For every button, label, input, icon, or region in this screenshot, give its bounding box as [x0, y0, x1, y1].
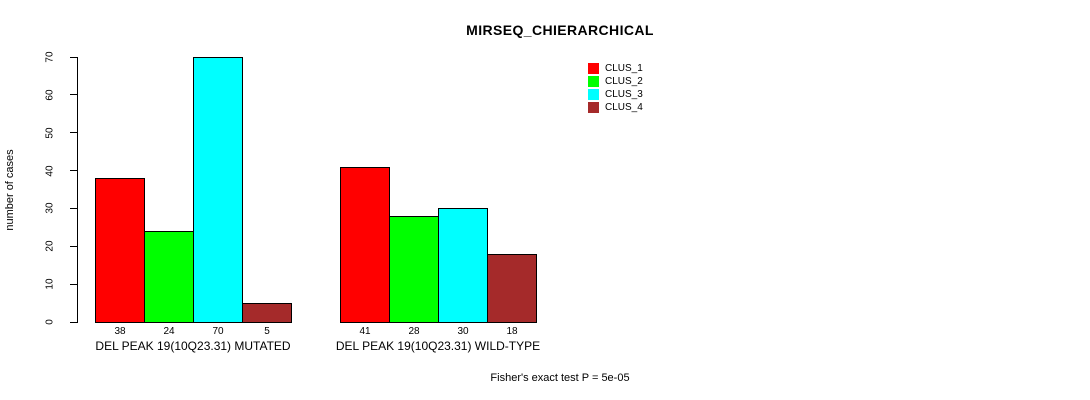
bar-value-label: 30 — [457, 326, 469, 337]
bar-value-label: 28 — [408, 326, 420, 337]
y-tick-label: 10 — [44, 278, 56, 290]
legend-label: CLUS_3 — [605, 89, 643, 100]
y-tick-label: 20 — [44, 240, 56, 252]
y-axis-line — [77, 57, 78, 323]
y-tick-label: 70 — [44, 51, 56, 63]
y-tick-label: 60 — [44, 89, 56, 101]
y-tick-label: 40 — [44, 165, 56, 177]
legend-color-swatch — [588, 76, 599, 87]
bar-value-label: 24 — [163, 326, 175, 337]
bar-value-label: 38 — [114, 326, 126, 337]
y-tick — [70, 94, 77, 96]
y-tick — [70, 245, 77, 247]
y-tick — [70, 207, 77, 209]
x-group-label: DEL PEAK 19(10Q23.31) MUTATED — [95, 339, 291, 353]
bar-clus_4-group2 — [487, 253, 537, 323]
y-axis-label: number of cases — [4, 149, 16, 231]
legend-item: CLUS_3 — [588, 88, 643, 101]
legend-item: CLUS_1 — [588, 62, 643, 75]
bar-value-label: 70 — [212, 326, 224, 337]
legend-item: CLUS_2 — [588, 75, 643, 88]
bar-value-label: 41 — [359, 326, 371, 337]
bar-clus_1-group2 — [340, 166, 390, 323]
legend: CLUS_1 CLUS_2 CLUS_3 CLUS_4 — [588, 62, 643, 114]
bar-value-label: 5 — [264, 326, 270, 337]
legend-color-swatch — [588, 63, 599, 74]
y-tick-label: 30 — [44, 202, 56, 214]
legend-item: CLUS_4 — [588, 101, 643, 114]
annotation-text: Fisher's exact test P = 5e-05 — [490, 372, 630, 384]
bar-clus_2-group2 — [389, 216, 439, 323]
legend-color-swatch — [588, 102, 599, 113]
legend-label: CLUS_1 — [605, 63, 643, 74]
x-group-label: DEL PEAK 19(10Q23.31) WILD-TYPE — [335, 339, 541, 353]
y-tick — [70, 283, 77, 285]
bar-clus_3-group1 — [193, 57, 243, 323]
chart-title: MIRSEQ_CHIERARCHICAL — [466, 22, 654, 38]
bar-clus_3-group2 — [438, 208, 488, 323]
y-tick — [70, 56, 77, 58]
y-tick-label: 0 — [44, 319, 56, 325]
bar-clus_4-group1 — [242, 303, 292, 323]
bar-clus_2-group1 — [144, 231, 194, 323]
y-tick — [70, 132, 77, 134]
legend-label: CLUS_4 — [605, 102, 643, 113]
bar-value-label: 18 — [506, 326, 518, 337]
y-tick — [70, 321, 77, 323]
legend-color-swatch — [588, 89, 599, 100]
y-tick-label: 50 — [44, 127, 56, 139]
bar-clus_1-group1 — [95, 178, 145, 323]
y-tick — [70, 170, 77, 172]
legend-label: CLUS_2 — [605, 76, 643, 87]
